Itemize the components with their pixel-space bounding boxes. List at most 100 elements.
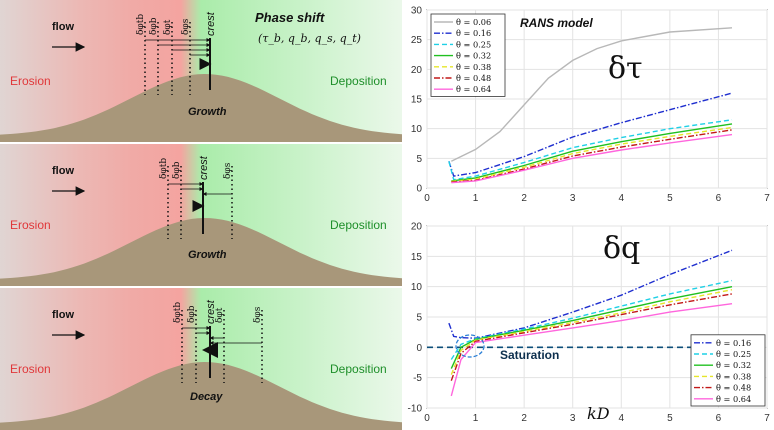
bedform-hill bbox=[0, 362, 402, 430]
y-tick-label: 20 bbox=[411, 65, 423, 76]
schematic-panel-3: flow Erosion Deposition Decay crest δφtb δφb δφ… bbox=[0, 288, 402, 430]
x-tick-label: 5 bbox=[667, 413, 673, 424]
legend-label: θ = 0.16 bbox=[456, 28, 491, 38]
bedform-hill bbox=[0, 74, 402, 142]
phase-shift-title: Phase shift bbox=[255, 10, 325, 25]
top-chart-symbol: δτ bbox=[608, 51, 643, 86]
y-tick-label: 0 bbox=[416, 184, 422, 195]
series-line-1 bbox=[450, 27, 733, 162]
legend-label: θ = 0.25 bbox=[456, 39, 491, 49]
y-tick-label: 10 bbox=[411, 282, 423, 293]
state-label: Growth bbox=[188, 249, 227, 261]
phase-marker-label: δφb bbox=[187, 305, 197, 323]
series-line-1 bbox=[448, 249, 733, 339]
flow-label: flow bbox=[52, 309, 74, 321]
schematic-panel-2: flow Erosion Deposition Growth crest δφtb δφb δ… bbox=[0, 144, 402, 286]
y-tick-label: 20 bbox=[411, 222, 423, 233]
x-tick-label: 0 bbox=[424, 413, 430, 424]
legend-box bbox=[690, 334, 766, 407]
series-line-2 bbox=[450, 279, 733, 360]
x-tick-label: 4 bbox=[619, 193, 625, 204]
x-tick-label: 0 bbox=[424, 193, 430, 204]
x-tick-label: 4 bbox=[619, 413, 625, 424]
divider bbox=[402, 0, 408, 430]
series-line-3 bbox=[448, 119, 733, 181]
x-tick-label: 1 bbox=[473, 193, 479, 204]
legend-label: θ = 0.32 bbox=[716, 360, 751, 370]
series-line-5 bbox=[450, 293, 733, 381]
flow-label: flow bbox=[52, 165, 74, 177]
x-tick-label: 1 bbox=[473, 413, 479, 424]
phase-marker-label: δφtb bbox=[136, 14, 146, 35]
y-tick-label: 5 bbox=[416, 154, 422, 165]
phase-marker-label: δφt bbox=[215, 307, 225, 323]
y-tick-label: -10 bbox=[408, 404, 423, 415]
crest-label: crest bbox=[205, 299, 217, 324]
erosion-label: Erosion bbox=[10, 74, 51, 88]
crest-label: crest bbox=[198, 155, 210, 180]
phase-marker-label: δφt bbox=[163, 19, 173, 35]
bottom-chart-series bbox=[448, 249, 733, 397]
y-tick-label: 15 bbox=[411, 252, 423, 263]
phase-marker-label: δφs bbox=[253, 306, 263, 323]
bottom-chart-highlight-ellipse bbox=[455, 334, 485, 358]
bottom-chart-annotation: Saturation bbox=[500, 348, 559, 362]
x-tick-label: 3 bbox=[570, 193, 576, 204]
series-line-3 bbox=[450, 286, 733, 369]
phase-marker-label: δφb bbox=[149, 17, 159, 35]
state-label: Decay bbox=[190, 391, 223, 403]
phase-marker-label: δφs bbox=[223, 162, 233, 179]
x-tick-label: 3 bbox=[570, 413, 576, 424]
phase-marker-label: δφb bbox=[172, 161, 182, 179]
x-tick-label: 6 bbox=[716, 413, 722, 424]
deposition-label: Deposition bbox=[330, 218, 387, 232]
phase-marker-label: δφs bbox=[181, 18, 191, 35]
top-chart-annotation: RANS model bbox=[520, 16, 593, 30]
crest-label: crest bbox=[205, 11, 217, 36]
legend-label: θ = 0.64 bbox=[456, 84, 491, 94]
y-tick-label: 0 bbox=[416, 343, 422, 354]
series-line-2 bbox=[448, 92, 733, 177]
series-line-4 bbox=[450, 289, 733, 375]
series-line-7 bbox=[451, 133, 733, 184]
phase-shift-variables: (τ_b, q_b, q_s, q_t) bbox=[258, 32, 361, 45]
x-tick-label: 2 bbox=[521, 413, 527, 424]
y-tick-label: 30 bbox=[411, 6, 423, 17]
phase-marker-label: δφtb bbox=[173, 302, 183, 323]
legend-label: θ = 0.16 bbox=[716, 338, 751, 348]
erosion-label: Erosion bbox=[10, 218, 51, 232]
flow-label: flow bbox=[52, 21, 74, 33]
y-tick-label: 25 bbox=[411, 35, 423, 46]
x-tick-label: 7 bbox=[764, 413, 770, 424]
phase-marker-label: δφtb bbox=[159, 158, 169, 179]
top-chart-series bbox=[448, 27, 733, 184]
legend-label: θ = 0.48 bbox=[716, 383, 751, 393]
bedform-hill bbox=[0, 218, 402, 286]
x-tick-label: 5 bbox=[667, 193, 673, 204]
series-line-6 bbox=[450, 303, 733, 397]
series-line-4 bbox=[451, 123, 733, 182]
legend-label: θ = 0.32 bbox=[456, 51, 491, 61]
bottom-chart-symbol: δq bbox=[603, 231, 640, 266]
y-tick-label: 15 bbox=[411, 95, 423, 106]
legend-label: θ = 0.38 bbox=[456, 62, 491, 72]
deposition-label: Deposition bbox=[330, 74, 387, 88]
legend-label: θ = 0.38 bbox=[716, 371, 751, 381]
y-tick-label: 10 bbox=[411, 124, 423, 135]
erosion-label: Erosion bbox=[10, 362, 51, 376]
top-chart-ticks: 0 1 2 3 4 5 6 7 0 5 10 15 20 25 30 bbox=[411, 6, 770, 205]
y-tick-label: -5 bbox=[413, 373, 422, 384]
state-label: Growth bbox=[188, 106, 227, 118]
legend-label: θ = 0.64 bbox=[716, 394, 751, 404]
x-tick-label: 2 bbox=[521, 193, 527, 204]
series-line-5 bbox=[451, 126, 733, 183]
x-tick-label: 6 bbox=[716, 193, 722, 204]
bottom-chart-xlabel: kD bbox=[587, 404, 610, 423]
deposition-label: Deposition bbox=[330, 362, 387, 376]
x-tick-label: 7 bbox=[764, 193, 770, 204]
bottom-chart-legend: θ = 0.16θ = 0.25θ = 0.32θ = 0.38 θ = 0.48… bbox=[690, 334, 766, 407]
